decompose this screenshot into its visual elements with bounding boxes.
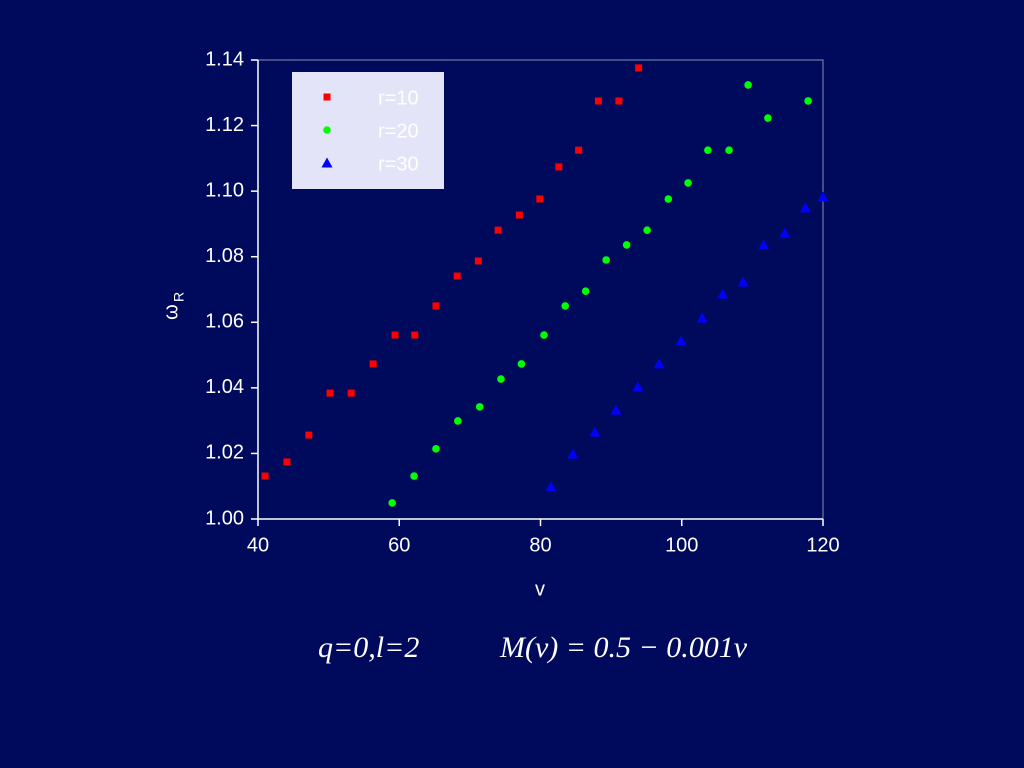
- point: [717, 288, 729, 299]
- point: [540, 331, 548, 339]
- point: [635, 64, 643, 72]
- point: [347, 389, 355, 397]
- point: [817, 191, 829, 202]
- point: [675, 335, 687, 346]
- point: [615, 97, 623, 105]
- point: [664, 195, 673, 203]
- point: [725, 146, 733, 154]
- y-axis-label-sub: R: [171, 292, 187, 302]
- point: [545, 481, 557, 492]
- y-axis-label: ω: [160, 304, 182, 320]
- point: [388, 499, 396, 507]
- point: [517, 360, 526, 368]
- point: [410, 472, 418, 480]
- point: [494, 226, 502, 234]
- point: [581, 287, 590, 295]
- y-axis-label-group: ω R: [160, 292, 186, 320]
- y-tick-label: 1.12: [205, 114, 244, 136]
- point: [283, 458, 291, 466]
- point: [632, 381, 644, 392]
- point: [391, 331, 399, 339]
- point: [653, 358, 665, 369]
- point: [744, 81, 752, 89]
- point: [305, 431, 313, 439]
- y-tick-label: 1.08: [205, 245, 244, 267]
- point: [704, 146, 712, 154]
- x-tick-label: 40: [247, 534, 269, 556]
- point: [261, 472, 269, 480]
- legend-box: [292, 72, 444, 189]
- legend-label: r=20: [378, 120, 419, 142]
- point: [567, 448, 579, 459]
- annotation: M(v) = 0.5 − 0.001v: [499, 631, 748, 664]
- point: [497, 375, 505, 383]
- point: [799, 202, 811, 213]
- point: [411, 331, 419, 339]
- legend-label: r=30: [378, 153, 419, 175]
- point: [453, 272, 461, 280]
- point: [764, 114, 772, 122]
- x-tick-label: 80: [529, 534, 551, 556]
- point: [594, 97, 602, 105]
- y-tick-label: 1.14: [205, 48, 244, 70]
- point: [696, 312, 708, 323]
- point: [622, 241, 631, 249]
- legend-label: r=10: [378, 87, 419, 109]
- point: [432, 302, 440, 310]
- y-tick-label: 1.00: [205, 507, 244, 529]
- point: [474, 257, 482, 265]
- x-axis-label: v: [535, 578, 545, 600]
- point: [643, 226, 651, 234]
- x-tick-label: 100: [665, 534, 698, 556]
- point: [804, 97, 812, 105]
- point: [536, 195, 544, 203]
- point: [684, 179, 692, 187]
- point: [575, 146, 583, 154]
- legend-marker: [323, 93, 331, 101]
- point: [454, 417, 462, 425]
- y-tick-label: 1.04: [205, 376, 244, 398]
- point: [555, 163, 563, 171]
- point: [737, 276, 749, 287]
- point: [589, 426, 601, 437]
- annotation: q=0,l=2: [318, 631, 419, 664]
- point: [369, 360, 377, 368]
- y-tick-label: 1.06: [205, 311, 244, 333]
- point: [475, 403, 484, 411]
- point: [602, 256, 610, 264]
- point: [515, 211, 523, 219]
- point: [326, 389, 334, 397]
- point: [779, 227, 791, 238]
- y-tick-label: 1.10: [205, 179, 244, 201]
- y-tick-label: 1.02: [205, 442, 244, 464]
- point: [561, 302, 570, 310]
- point: [758, 239, 770, 250]
- point: [432, 445, 440, 453]
- x-tick-label: 60: [388, 534, 410, 556]
- legend-marker: [321, 157, 333, 168]
- x-tick-label: 120: [806, 534, 839, 556]
- legend-marker: [323, 126, 331, 134]
- point: [610, 404, 622, 415]
